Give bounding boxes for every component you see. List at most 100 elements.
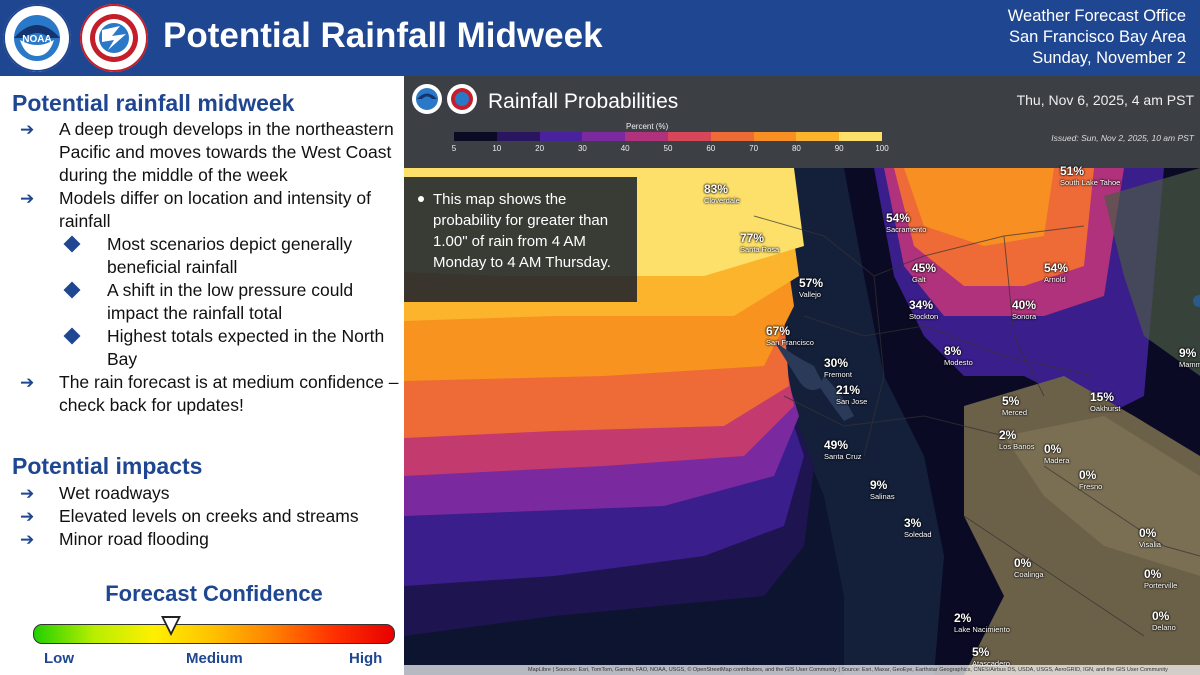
list-item: Highest totals expected in the North Bay [0, 325, 404, 371]
legend-color-cell [710, 132, 754, 141]
left-panel: Potential rainfall midweek ➔ A deep troug… [0, 76, 404, 675]
city-label: 40% Sonora [1012, 298, 1036, 321]
map-callout: This map shows the probability for great… [404, 177, 637, 302]
city-label: 5% Merced [1002, 394, 1027, 417]
city-label: 77% Santa Rosa [740, 231, 779, 254]
map-issued-time: Issued: Sun, Nov 2, 2025, 10 am PST [1051, 133, 1194, 143]
city-name: San Jose [836, 397, 868, 406]
arrow-bullet-icon: ➔ [20, 507, 35, 526]
confidence-title: Forecast Confidence [105, 581, 323, 606]
city-percent: 51% [1060, 164, 1085, 178]
list-item: Most scenarios depict generally benefici… [0, 233, 404, 279]
city-percent: 67% [766, 324, 791, 338]
city-percent: 40% [1012, 298, 1037, 312]
legend-tick-label: 30 [577, 144, 587, 153]
city-name: Madera [1044, 456, 1070, 465]
city-label: 83% Cloverdale [704, 182, 740, 205]
city-percent: 5% [972, 645, 990, 659]
header-bar: NOAA Potential Rainfall Midweek Weather … [0, 0, 1200, 76]
arrow-bullet-icon: ➔ [20, 189, 35, 208]
section-title-impacts: Potential impacts [12, 453, 203, 479]
legend-color-cell [539, 132, 583, 141]
legend-color-cell [454, 132, 497, 141]
legend-color-cell [753, 132, 797, 141]
arrow-bullet-icon: ➔ [20, 484, 35, 503]
city-name: South Lake Tahoe [1060, 178, 1121, 187]
office-info: Weather Forecast Office San Francisco Ba… [1008, 6, 1186, 69]
city-label: 9% Salinas [870, 478, 895, 501]
legend-tick-label: 5 [451, 144, 457, 153]
office-name: Weather Forecast Office [1007, 7, 1186, 25]
city-name: Fremont [824, 370, 852, 379]
rainfall-probability-map: Rainfall Probabilities Thu, Nov 6, 2025,… [404, 76, 1200, 675]
nws-small-logo [447, 84, 477, 114]
city-label: 0% Visalia [1139, 526, 1161, 549]
arrow-bullet-icon: ➔ [20, 530, 35, 549]
city-name: Galt [912, 275, 926, 284]
office-region: San Francisco Bay Area [1008, 28, 1186, 46]
noaa-logo-text: NOAA [22, 34, 51, 45]
city-percent: 30% [824, 356, 849, 370]
confidence-high-label: High [349, 650, 383, 667]
city-percent: 2% [954, 611, 972, 625]
city-label: 45% Galt [912, 261, 936, 284]
city-label: 15% Oakhurst [1090, 390, 1120, 413]
city-label: 0% Fresno [1079, 468, 1102, 491]
city-label: 0% Porterville [1144, 567, 1177, 590]
arrow-bullet-icon: ➔ [20, 373, 35, 392]
city-label: 9%Mammoth Lakes [1179, 346, 1200, 369]
city-label: 2% Lake Nacimiento [954, 611, 1010, 634]
city-label: 67% San Francisco [766, 324, 814, 347]
city-name: Porterville [1144, 581, 1178, 590]
legend-tick-labels: 5 10 20 30 40 50 60 70 80 90 100 [404, 142, 1200, 158]
city-label: 51% South Lake Tahoe [1060, 164, 1120, 187]
city-name: Santa Cruz [824, 452, 862, 461]
city-name: Atascadero [972, 659, 1010, 668]
list-item: ➔ A deep trough develops in the northeast… [20, 119, 394, 185]
city-percent: 0% [1144, 567, 1162, 581]
confidence-medium-label: Medium [186, 650, 243, 667]
map-valid-time: Thu, Nov 6, 2025, 4 am PST [1016, 92, 1194, 108]
diamond-bullet-icon [63, 327, 81, 345]
diamond-bullet-icon [63, 235, 81, 253]
legend-color-cell [839, 132, 882, 141]
city-label: 57% Vallejo [799, 276, 823, 299]
city-percent: 54% [1044, 261, 1069, 275]
city-name: Los Banos [999, 442, 1035, 451]
legend-tick-label: 80 [791, 144, 801, 153]
city-name: Soledad [904, 530, 932, 539]
city-name: Delano [1152, 623, 1176, 632]
city-percent: 21% [836, 383, 861, 397]
city-name: San Francisco [766, 338, 814, 347]
city-name: Sonora [1012, 312, 1037, 321]
city-percent: 54% [886, 211, 911, 225]
city-name: Cloverdale [704, 196, 740, 205]
city-percent: 8% [944, 344, 962, 358]
city-name: Santa Rosa [740, 245, 780, 254]
city-percent: 0% [1139, 526, 1157, 540]
confidence-marker-icon [160, 616, 181, 636]
map-header: Rainfall Probabilities Thu, Nov 6, 2025,… [404, 76, 1200, 168]
list-item: A shift in the low pressure could impact… [0, 279, 404, 325]
nws-logo [80, 4, 148, 72]
city-label: 3% Soledad [904, 516, 932, 539]
city-name: Merced [1002, 408, 1028, 417]
city-label: 5% Atascadero [972, 645, 1010, 668]
list-item: ➔ Wet roadways [20, 483, 170, 503]
city-percent: 0% [1014, 556, 1032, 570]
city-percent: 83% [704, 182, 729, 196]
list-item: ➔ Minor road flooding [20, 529, 209, 549]
city-percent: 2% [999, 428, 1017, 442]
map-attribution: MapLibre | Sources: Esri, TomTom, Garmin… [404, 665, 1200, 675]
city-percent: 15% [1090, 390, 1115, 404]
legend-tick-label: 10 [492, 144, 502, 153]
arrow-bullet-icon: ➔ [20, 120, 35, 139]
map-title: Rainfall Probabilities [488, 90, 679, 113]
legend-color-bar [454, 132, 882, 141]
office-date: Sunday, November 2 [1032, 49, 1186, 67]
legend-tick-label: 70 [749, 144, 759, 153]
city-label: 54% Arnold [1044, 261, 1068, 284]
list-item: ➔ Models differ on location and intensity… [20, 188, 371, 231]
callout-text: This map shows the probability for great… [433, 191, 611, 271]
city-percent: 49% [824, 438, 849, 452]
